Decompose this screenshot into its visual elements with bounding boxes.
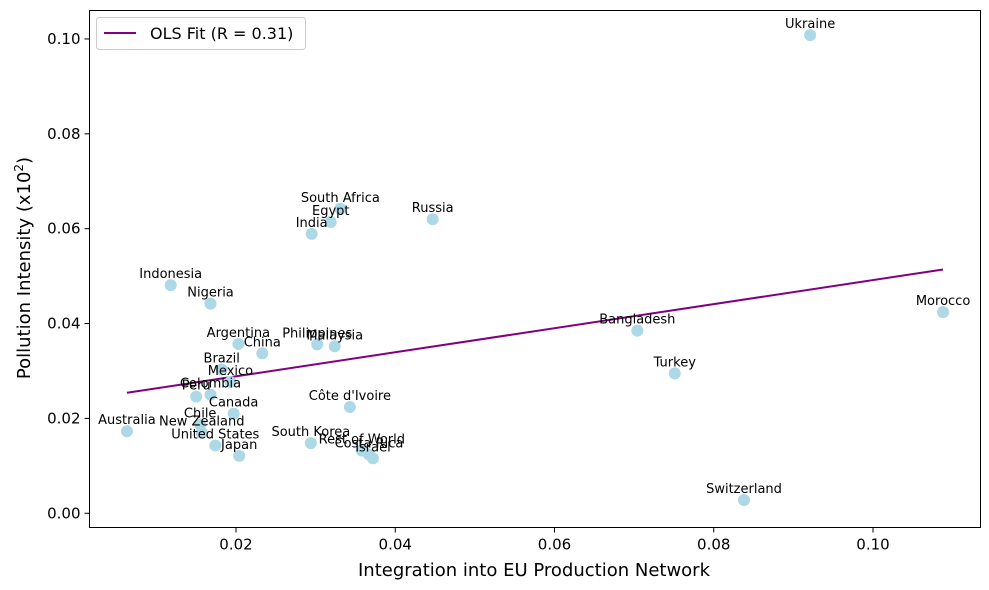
- data-point: [366, 452, 379, 465]
- x-tick-label: 0.04: [379, 536, 412, 554]
- y-tick-label: 0.08: [47, 125, 80, 143]
- data-point: [305, 227, 318, 240]
- data-point: [164, 279, 177, 292]
- point-label: Argentina: [207, 326, 270, 341]
- point-label: South Korea: [271, 425, 350, 440]
- x-tick-label: 0.06: [538, 536, 571, 554]
- point-label: Switzerland: [706, 482, 782, 497]
- data-point: [204, 297, 217, 310]
- data-point: [324, 216, 337, 229]
- data-point: [256, 347, 269, 360]
- data-point: [209, 439, 222, 452]
- x-axis-ticks: 0.02 0.04 0.06 0.08 0.10: [219, 527, 890, 554]
- y-axis-title: Pollution Intensity (x102): [12, 157, 35, 379]
- data-point: [738, 493, 751, 506]
- y-axis-title-sup: 2: [12, 164, 26, 172]
- x-tick-label: 0.10: [856, 536, 889, 554]
- data-point: [668, 367, 681, 380]
- data-point: [215, 363, 228, 376]
- x-tick-label: 0.08: [697, 536, 730, 554]
- fit-line-layer: [126, 268, 944, 394]
- point-label: Japan: [220, 438, 257, 453]
- data-point: [343, 401, 356, 414]
- point-label: Australia: [98, 413, 156, 428]
- y-axis-title-close: ): [14, 157, 35, 164]
- point-label: Bangladesh: [599, 313, 675, 328]
- point-label: South Africa: [301, 191, 380, 206]
- y-axis-title-main: Pollution Intensity (x10: [14, 172, 35, 379]
- y-tick-label: 0.02: [47, 409, 80, 427]
- legend: OLS Fit (R = 0.31): [96, 17, 306, 50]
- data-point: [631, 324, 644, 337]
- point-label: Russia: [412, 201, 454, 216]
- point-label: Ukraine: [785, 17, 835, 32]
- point-label: Indonesia: [139, 267, 202, 282]
- data-point: [195, 426, 208, 439]
- point-label: Turkey: [653, 355, 697, 370]
- data-point: [190, 390, 203, 403]
- point-label: Brazil: [204, 352, 240, 367]
- x-axis-title: Integration into EU Production Network: [358, 560, 711, 581]
- y-tick-label: 0.04: [47, 315, 80, 333]
- point-label: Peru: [182, 379, 211, 394]
- data-point: [233, 449, 246, 462]
- y-axis-ticks: 0.00 0.02 0.04 0.06 0.08 0.10: [47, 30, 90, 522]
- data-point: [204, 388, 217, 401]
- point-label: Côte d'Ivoire: [309, 389, 391, 404]
- data-point: [334, 202, 347, 215]
- data-points: [120, 29, 950, 506]
- point-label: United States: [171, 427, 259, 442]
- point-label: India: [296, 216, 328, 231]
- data-point: [804, 29, 817, 42]
- y-tick-label: 0.10: [47, 30, 80, 48]
- data-point: [426, 213, 439, 226]
- data-point: [120, 425, 133, 438]
- point-label: Morocco: [916, 294, 970, 309]
- plot-frame: [89, 10, 981, 528]
- data-point: [227, 407, 240, 420]
- point-label: Nigeria: [187, 286, 234, 301]
- ols-fit-line: [126, 268, 944, 394]
- point-label: Mexico: [208, 364, 253, 379]
- data-point: [937, 306, 950, 319]
- point-label: Israel: [355, 440, 391, 455]
- point-label: Rest of World: [319, 433, 405, 448]
- point-label: Chile: [184, 407, 217, 422]
- data-point: [328, 340, 341, 353]
- point-label: Costa Rica: [335, 436, 404, 451]
- point-label: Canada: [209, 396, 258, 411]
- y-tick-label: 0.06: [47, 220, 80, 238]
- data-point: [224, 375, 237, 388]
- legend-box: [96, 17, 306, 50]
- point-label: China: [244, 335, 281, 350]
- y-tick-label: 0.00: [47, 504, 80, 522]
- point-label: Egypt: [312, 204, 350, 219]
- x-tick-label: 0.02: [219, 536, 252, 554]
- point-label: Philippines: [282, 326, 352, 341]
- data-point: [304, 437, 317, 450]
- data-point: [232, 337, 245, 350]
- point-label: New Zealand: [159, 415, 244, 430]
- data-point: [311, 338, 324, 351]
- point-label: Colombia: [180, 377, 241, 392]
- legend-label: OLS Fit (R = 0.31): [150, 24, 293, 43]
- point-label: Malaysia: [306, 328, 363, 343]
